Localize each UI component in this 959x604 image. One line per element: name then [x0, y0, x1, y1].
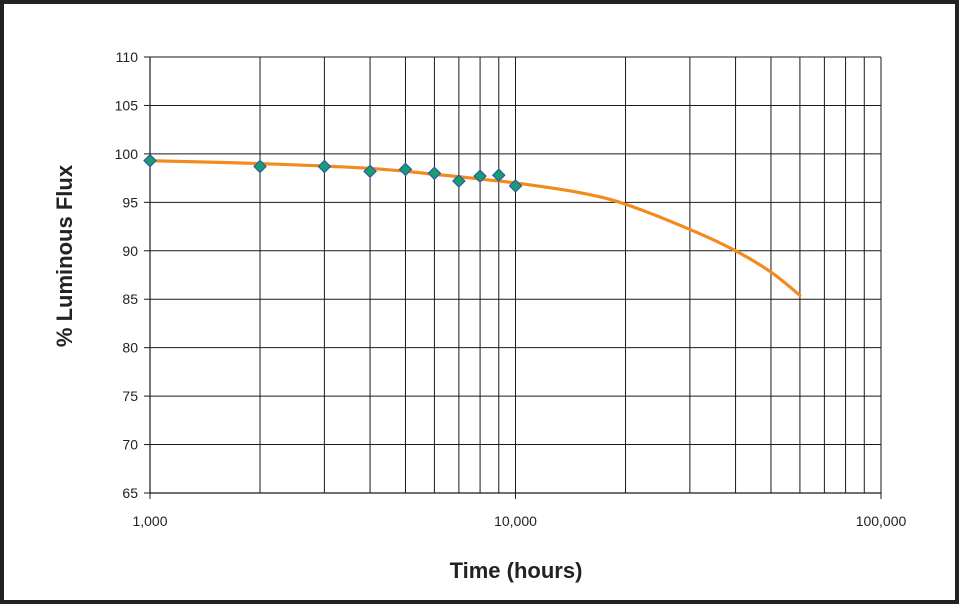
data-point-diamond: [317, 159, 332, 174]
y-tick-label: 80: [122, 340, 138, 356]
data-point-diamond: [491, 168, 506, 183]
data-point-diamond: [398, 162, 413, 177]
y-tick-label: 95: [122, 194, 138, 210]
y-tick-label: 110: [116, 49, 139, 65]
data-point-diamond: [508, 179, 523, 193]
x-tick-labels: 1,000 10,000 100,000: [132, 513, 906, 529]
data-point-diamond: [363, 164, 377, 179]
series-lines: [148, 159, 802, 297]
data-point-diamond: [473, 169, 487, 184]
axes: [144, 56, 882, 499]
y-tick-label: 100: [115, 146, 139, 162]
x-tick-label: 1,000: [132, 513, 167, 529]
y-tick-label: 65: [122, 485, 138, 501]
data-point-diamond: [427, 166, 442, 181]
grid-lines: [149, 56, 882, 494]
x-tick-label: 100,000: [856, 513, 907, 529]
y-tick-labels: 65 70 75 80 85 90 95 100 105 110: [115, 49, 139, 501]
x-axis-title: Time (hours): [450, 558, 583, 583]
trend-line: [148, 159, 802, 297]
y-tick-label: 105: [115, 97, 139, 113]
data-point-diamond: [143, 153, 157, 168]
data-point-diamond: [253, 159, 267, 174]
series-markers: [143, 153, 523, 193]
y-tick-label: 90: [122, 243, 138, 259]
y-tick-label: 75: [122, 388, 138, 404]
y-axis-title: % Luminous Flux: [52, 164, 77, 347]
x-tick-label: 10,000: [494, 513, 537, 529]
data-point-diamond: [452, 174, 466, 188]
y-tick-label: 70: [122, 437, 138, 453]
y-tick-label: 85: [122, 291, 138, 307]
